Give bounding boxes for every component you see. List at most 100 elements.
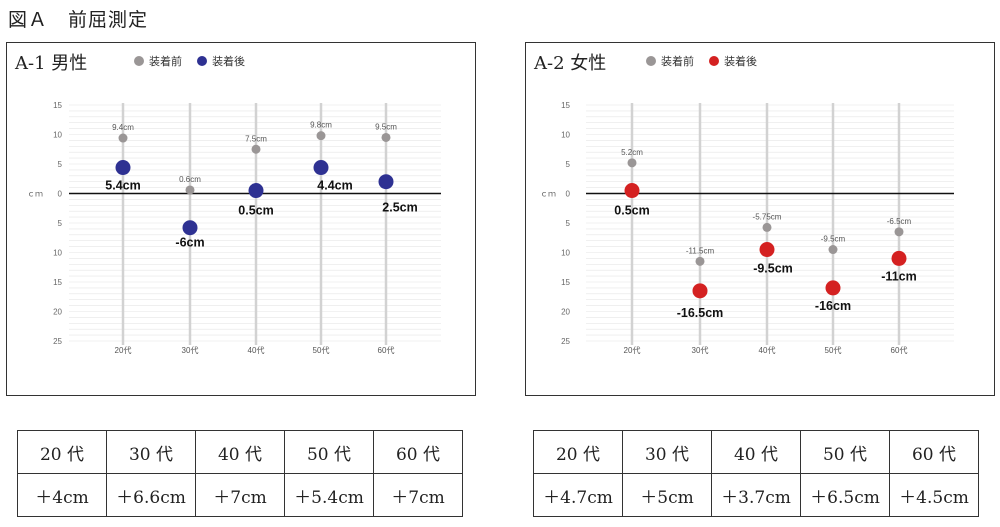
- data-label-after: -16.5cm: [677, 306, 724, 320]
- point-after: [891, 250, 907, 266]
- table-value-cell: ＋4cm: [17, 473, 107, 517]
- y-tick-label: 25: [53, 337, 62, 346]
- data-label-after: -6cm: [175, 236, 204, 250]
- legend-label-before: 装着前: [149, 56, 182, 68]
- gain-table-male: 20 代 30 代 40 代 50 代 60 代 ＋4cm ＋6.6cm ＋7c…: [17, 430, 463, 517]
- x-tick-label: 30代: [182, 345, 199, 355]
- table-header-cell: 60 代: [373, 430, 463, 474]
- legend-female: 装着前 装着後: [646, 53, 769, 69]
- panel-title-male: A-1 男性: [15, 53, 88, 74]
- data-label-before: -11.5cm: [686, 246, 715, 255]
- x-tick-label: 50代: [825, 345, 842, 355]
- y-tick-label: 25: [561, 337, 570, 346]
- y-tick-label: 5: [58, 160, 63, 169]
- legend-dot-before: [134, 56, 144, 66]
- y-tick-label: 10: [53, 131, 62, 140]
- data-label-before: 9.4cm: [112, 123, 134, 132]
- point-before: [381, 132, 391, 142]
- data-label-after: -9.5cm: [753, 262, 793, 276]
- table-header-cell: 20 代: [17, 430, 107, 474]
- y-tick-label: 10: [53, 249, 62, 258]
- point-after: [182, 220, 198, 236]
- table-header-cell: 40 代: [195, 430, 285, 474]
- table-value-cell: ＋7cm: [195, 473, 285, 517]
- data-label-before: 0.6cm: [179, 175, 201, 184]
- table-header-row: 20 代 30 代 40 代 50 代 60 代: [533, 430, 979, 474]
- table-value-row: ＋4cm ＋6.6cm ＋7cm ＋5.4cm ＋7cm: [17, 473, 463, 517]
- point-before: [695, 256, 705, 266]
- gain-table-female: 20 代 30 代 40 代 50 代 60 代 ＋4.7cm ＋5cm ＋3.…: [533, 430, 979, 517]
- data-label-after: 2.5cm: [382, 201, 417, 215]
- y-tick-label: 5: [58, 219, 63, 228]
- legend-item-before: 装着前: [134, 53, 182, 69]
- table-header-row: 20 代 30 代 40 代 50 代 60 代: [17, 430, 463, 474]
- y-tick-label: 15: [561, 278, 570, 287]
- point-before: [828, 245, 838, 255]
- chart-panel-female: 15 10 5 0 5 10 15 20 25 ｃｍ 20代 30代 40代 50代 60代 5.2cm -11…: [525, 42, 995, 396]
- x-tick-label: 40代: [759, 345, 776, 355]
- table-header-cell: 50 代: [800, 430, 890, 474]
- data-label-after: 0.5cm: [238, 204, 273, 218]
- table-value-cell: ＋5cm: [622, 473, 712, 517]
- y-axis-label: ｃｍ: [27, 190, 43, 199]
- data-label-after: 4.4cm: [317, 179, 352, 193]
- panel-title-female: A-2 女性: [534, 53, 607, 74]
- y-tick-label: 20: [53, 308, 62, 317]
- data-label-after: -16cm: [815, 299, 851, 313]
- table-header-cell: 20 代: [533, 430, 623, 474]
- point-after: [248, 183, 264, 199]
- data-label-after: 5.4cm: [105, 179, 140, 193]
- legend-label-after: 装着後: [724, 56, 758, 68]
- y-tick-label: 15: [561, 101, 570, 110]
- legend-male: 装着前 装着後: [134, 53, 257, 69]
- table-header-cell: 60 代: [889, 430, 979, 474]
- point-before: [762, 222, 772, 232]
- table-value-cell: ＋5.4cm: [284, 473, 374, 517]
- table-value-cell: ＋4.7cm: [533, 473, 623, 517]
- chart-female-svg: 15 10 5 0 5 10 15 20 25 ｃｍ 20代 30代 40代 50代 60代 5.2cm -11…: [540, 101, 954, 355]
- chart-panel-male: 15 10 5 0 5 10 15 20 25 ｃｍ 20代 30代 40代 50代 60代 9.4cm 0.6…: [6, 42, 476, 396]
- data-label-before: 5.2cm: [621, 148, 643, 157]
- x-tick-label: 50代: [313, 345, 330, 355]
- point-before: [118, 133, 128, 143]
- point-before: [251, 144, 261, 154]
- data-label-before: -9.5cm: [821, 235, 846, 244]
- table-value-cell: ＋3.7cm: [711, 473, 801, 517]
- point-after: [378, 174, 394, 190]
- table-header-cell: 50 代: [284, 430, 374, 474]
- legend-label-before: 装着前: [661, 56, 694, 68]
- data-label-before: -6.5cm: [887, 217, 912, 226]
- point-before: [894, 227, 904, 237]
- point-after: [313, 160, 329, 176]
- data-label-after: 0.5cm: [614, 204, 649, 218]
- y-tick-label: 10: [561, 249, 570, 258]
- table-value-cell: ＋6.6cm: [106, 473, 196, 517]
- x-tick-label: 20代: [115, 345, 132, 355]
- data-label-before: 9.5cm: [375, 122, 397, 131]
- legend-item-before: 装着前: [646, 53, 694, 69]
- point-after: [759, 242, 775, 258]
- point-before: [316, 131, 326, 141]
- legend-dot-before: [646, 56, 656, 66]
- table-header-cell: 30 代: [622, 430, 712, 474]
- y-axis-label: ｃｍ: [540, 190, 556, 199]
- table-value-row: ＋4.7cm ＋5cm ＋3.7cm ＋6.5cm ＋4.5cm: [533, 473, 979, 517]
- data-label-before: 7.5cm: [245, 134, 267, 143]
- x-tick-label: 30代: [692, 345, 709, 355]
- y-tick-label: 15: [53, 278, 62, 287]
- x-tick-label: 60代: [378, 345, 395, 355]
- y-tick-label: 0: [566, 190, 571, 199]
- y-tick-label: 10: [561, 131, 570, 140]
- chart-male-svg: 15 10 5 0 5 10 15 20 25 ｃｍ 20代 30代 40代 50代 60代 9.4cm 0.6…: [27, 101, 441, 355]
- y-tick-label: 5: [566, 219, 571, 228]
- point-before: [627, 158, 637, 168]
- point-after: [115, 160, 131, 176]
- y-tick-label: 20: [561, 308, 570, 317]
- table-value-cell: ＋4.5cm: [889, 473, 979, 517]
- legend-item-after: 装着後: [197, 53, 245, 69]
- point-after: [624, 183, 640, 199]
- y-tick-label: 15: [53, 101, 62, 110]
- table-value-cell: ＋6.5cm: [800, 473, 890, 517]
- table-value-cell: ＋7cm: [373, 473, 463, 517]
- x-tick-label: 40代: [248, 345, 265, 355]
